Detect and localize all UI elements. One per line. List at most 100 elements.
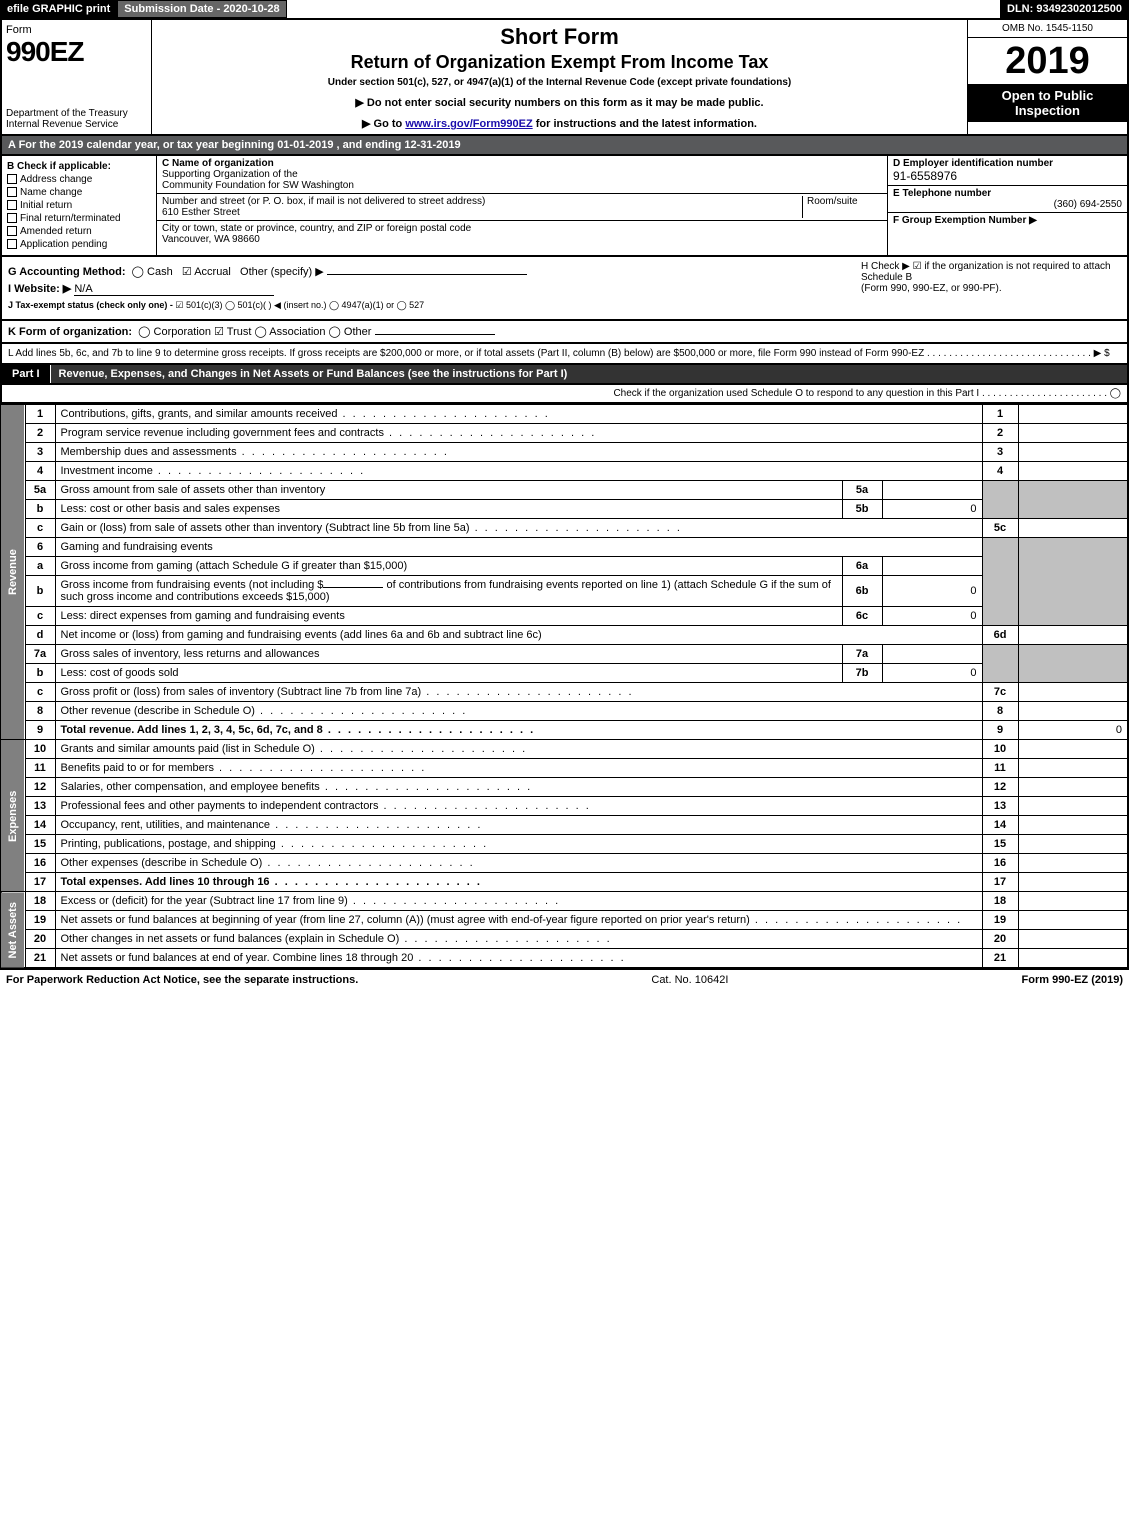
line-21-desc: Net assets or fund balances at end of ye… xyxy=(55,949,982,969)
line-4-value xyxy=(1018,462,1128,481)
chk-amended-return[interactable] xyxy=(7,226,17,236)
form-label: Form xyxy=(6,24,147,36)
part1-label: Part I xyxy=(2,365,51,383)
line-19-desc: Net assets or fund balances at beginning… xyxy=(55,911,982,930)
line-1-value xyxy=(1018,405,1128,424)
line-j: J Tax-exempt status (check only one) - ☑… xyxy=(8,300,851,311)
footer: For Paperwork Reduction Act Notice, see … xyxy=(0,969,1129,990)
tax-year: 2019 xyxy=(968,38,1127,84)
e-label: E Telephone number xyxy=(893,188,991,199)
d-label: D Employer identification number xyxy=(893,158,1053,169)
line-17-value xyxy=(1018,873,1128,892)
efile-button[interactable]: efile GRAPHIC print xyxy=(0,0,117,18)
chk-initial-return[interactable] xyxy=(7,200,17,210)
form-subtitle: Under section 501(c), 527, or 4947(a)(1)… xyxy=(162,77,957,88)
addr-label: Number and street (or P. O. box, if mail… xyxy=(162,196,485,207)
line-3-value xyxy=(1018,443,1128,462)
part1-title: Revenue, Expenses, and Changes in Net As… xyxy=(51,365,1127,383)
line-2-desc: Program service revenue including govern… xyxy=(55,424,982,443)
line-20-value xyxy=(1018,930,1128,949)
line-10-desc: Grants and similar amounts paid (list in… xyxy=(55,740,982,759)
line-16-desc: Other expenses (describe in Schedule O) xyxy=(55,854,982,873)
line-2-value xyxy=(1018,424,1128,443)
phone-value: (360) 694-2550 xyxy=(893,199,1122,210)
line-3-desc: Membership dues and assessments xyxy=(55,443,982,462)
line-20-desc: Other changes in net assets or fund bala… xyxy=(55,930,982,949)
warning-2: ▶ Go to www.irs.gov/Form990EZ for instru… xyxy=(162,117,957,130)
line-6b-desc: Gross income from fundraising events (no… xyxy=(55,576,842,607)
line-g: G Accounting Method: ◯ Cash ☑ Accrual Ot… xyxy=(8,265,851,278)
box-b-title: B Check if applicable: xyxy=(7,161,151,172)
box-de: D Employer identification number 91-6558… xyxy=(887,156,1127,255)
line-h: H Check ▶ ☑ if the organization is not r… xyxy=(851,261,1121,315)
chk-address-change[interactable] xyxy=(7,174,17,184)
footer-center: Cat. No. 10642I xyxy=(358,974,1021,986)
line-6d-value xyxy=(1018,626,1128,645)
line-5c-desc: Gain or (loss) from sale of assets other… xyxy=(55,519,982,538)
line-13-desc: Professional fees and other payments to … xyxy=(55,797,982,816)
irs-link[interactable]: www.irs.gov/Form990EZ xyxy=(405,118,532,130)
city-value: Vancouver, WA 98660 xyxy=(162,234,260,245)
line-6a-sub-value xyxy=(882,557,982,576)
form-number: 990EZ xyxy=(6,36,147,68)
line-14-desc: Occupancy, rent, utilities, and maintena… xyxy=(55,816,982,835)
warning-1: ▶ Do not enter social security numbers o… xyxy=(162,96,957,109)
box-c: C Name of organization Supporting Organi… xyxy=(157,156,887,255)
line-6c-desc: Less: direct expenses from gaming and fu… xyxy=(55,607,842,626)
line-12-value xyxy=(1018,778,1128,797)
section-b-block: B Check if applicable: Address change Na… xyxy=(0,156,1129,257)
line-9-desc: Total revenue. Add lines 1, 2, 3, 4, 5c,… xyxy=(55,721,982,740)
line-7c-value xyxy=(1018,683,1128,702)
chk-final-return[interactable] xyxy=(7,213,17,223)
box-b: B Check if applicable: Address change Na… xyxy=(2,156,157,255)
period-row: A For the 2019 calendar year, or tax yea… xyxy=(0,136,1129,156)
part1-header: Part I Revenue, Expenses, and Changes in… xyxy=(0,365,1129,385)
line-18-desc: Excess or (deficit) for the year (Subtra… xyxy=(55,892,982,911)
line-1-desc: Contributions, gifts, grants, and simila… xyxy=(55,405,982,424)
org-name-1: Supporting Organization of the xyxy=(162,169,298,180)
line-5b-desc: Less: cost or other basis and sales expe… xyxy=(55,500,842,519)
line-6d-desc: Net income or (loss) from gaming and fun… xyxy=(55,626,982,645)
line-8-desc: Other revenue (describe in Schedule O) xyxy=(55,702,982,721)
line-6-desc: Gaming and fundraising events xyxy=(55,538,982,557)
line-15-desc: Printing, publications, postage, and shi… xyxy=(55,835,982,854)
header-right: OMB No. 1545-1150 2019 Open to Public In… xyxy=(967,20,1127,134)
footer-right: Form 990-EZ (2019) xyxy=(1022,974,1123,986)
dln-label: DLN: 93492302012500 xyxy=(1000,0,1129,18)
part1-table: Revenue 1 Contributions, gifts, grants, … xyxy=(0,404,1129,969)
line-7c-desc: Gross profit or (loss) from sales of inv… xyxy=(55,683,982,702)
line-15-value xyxy=(1018,835,1128,854)
line-l: L Add lines 5b, 6c, and 7b to line 9 to … xyxy=(0,344,1129,365)
c-name-label: C Name of organization xyxy=(162,158,274,169)
line-k: K Form of organization: ◯ Corporation ☑ … xyxy=(0,321,1129,344)
header-left: Form 990EZ Department of the Treasury In… xyxy=(2,20,152,134)
line-i: I Website: ▶ N/A xyxy=(8,282,851,296)
netassets-sidebar: Net Assets xyxy=(1,892,25,969)
line-6b-sub-value: 0 xyxy=(882,576,982,607)
line-11-value xyxy=(1018,759,1128,778)
revenue-sidebar: Revenue xyxy=(1,405,25,740)
part1-sub: Check if the organization used Schedule … xyxy=(0,385,1129,404)
topbar: efile GRAPHIC print Submission Date - 20… xyxy=(0,0,1129,18)
line-7b-desc: Less: cost of goods sold xyxy=(55,664,842,683)
line-14-value xyxy=(1018,816,1128,835)
submission-date-button[interactable]: Submission Date - 2020-10-28 xyxy=(117,0,286,18)
department-label: Department of the Treasury Internal Reve… xyxy=(6,108,147,130)
city-label: City or town, state or province, country… xyxy=(162,223,471,234)
line-9-value: 0 xyxy=(1018,721,1128,740)
f-label: F Group Exemption Number ▶ xyxy=(893,215,1037,226)
line-5c-value xyxy=(1018,519,1128,538)
ein-value: 91-6558976 xyxy=(893,169,957,183)
line-6a-desc: Gross income from gaming (attach Schedul… xyxy=(55,557,842,576)
line-4-desc: Investment income xyxy=(55,462,982,481)
open-public-label: Open to Public Inspection xyxy=(968,84,1127,122)
line-18-value xyxy=(1018,892,1128,911)
omb-number: OMB No. 1545-1150 xyxy=(968,20,1127,38)
line-19-value xyxy=(1018,911,1128,930)
chk-application-pending[interactable] xyxy=(7,239,17,249)
header-center: Short Form Return of Organization Exempt… xyxy=(152,20,967,134)
expenses-sidebar: Expenses xyxy=(1,740,25,892)
section-ghij: G Accounting Method: ◯ Cash ☑ Accrual Ot… xyxy=(0,257,1129,321)
chk-name-change[interactable] xyxy=(7,187,17,197)
line-5b-sub-value: 0 xyxy=(882,500,982,519)
